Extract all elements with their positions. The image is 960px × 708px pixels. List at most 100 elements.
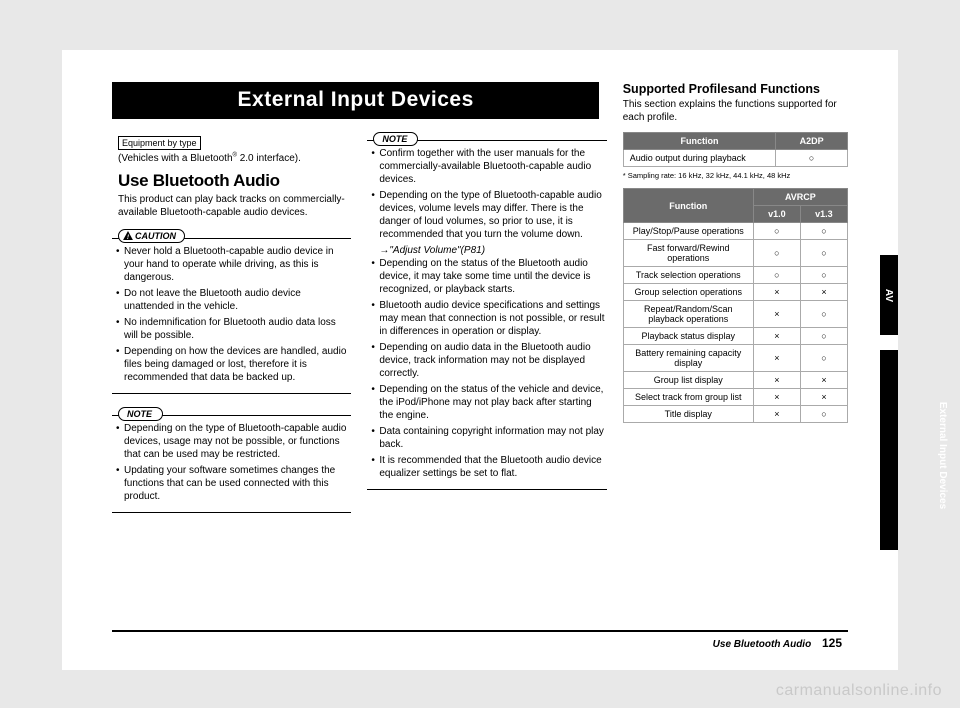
table-cell: × — [753, 372, 800, 389]
t2-sh-v13: v1.3 — [800, 206, 847, 223]
use-bluetooth-heading: Use Bluetooth Audio — [118, 171, 351, 191]
cross-reference: →"Adjust Volume"(P81) — [369, 244, 604, 257]
page-footer: Use Bluetooth Audio 125 — [713, 636, 842, 650]
table-cell: ○ — [800, 301, 847, 328]
column-2: NOTE Confirm together with the user manu… — [367, 82, 606, 523]
list-item: Data containing copyright information ma… — [369, 425, 604, 451]
side-tab-external: External Input Devices — [880, 350, 898, 550]
warning-triangle-icon: ! — [123, 231, 133, 240]
list-item: Depending on the type of Bluetooth-capab… — [369, 189, 604, 241]
list-item: Do not leave the Bluetooth audio device … — [114, 287, 349, 313]
table-row: Audio output during playback○ — [623, 150, 847, 167]
list-item: Confirm together with the user manuals f… — [369, 147, 604, 186]
tab-av-text: AV — [884, 288, 895, 301]
table-cell: × — [753, 284, 800, 301]
note-label-1: NOTE — [118, 407, 163, 421]
table-cell: Fast forward/Rewind operations — [623, 240, 753, 267]
table-cell: ○ — [753, 240, 800, 267]
caution-list: Never hold a Bluetooth-capable audio dev… — [114, 245, 349, 384]
content-area: External Input Devices Equipment by type… — [112, 82, 848, 523]
footer-title: Use Bluetooth Audio — [713, 639, 812, 650]
caution-box: Never hold a Bluetooth-capable audio dev… — [112, 238, 351, 394]
note-label-2: NOTE — [373, 132, 418, 146]
table-row: Battery remaining capacity display×○ — [623, 345, 847, 372]
table-row: Track selection operations○○ — [623, 267, 847, 284]
t2-h-avrcp: AVRCP — [753, 189, 847, 206]
list-item: Depending on the status of the Bluetooth… — [369, 257, 604, 296]
supported-text: This section explains the functions supp… — [623, 98, 848, 124]
table-row: Group selection operations×× — [623, 284, 847, 301]
supported-heading: Supported Profilesand Functions — [623, 82, 848, 96]
list-item: It is recommended that the Bluetooth aud… — [369, 454, 604, 480]
list-item: Never hold a Bluetooth-capable audio dev… — [114, 245, 349, 284]
list-item: Depending on audio data in the Bluetooth… — [369, 341, 604, 380]
caution-label: ! CAUTION — [118, 229, 185, 243]
table-cell: Track selection operations — [623, 267, 753, 284]
list-item: Depending on the status of the vehicle a… — [369, 383, 604, 422]
table-cell: Group list display — [623, 372, 753, 389]
t1-h-func: Function — [623, 133, 776, 150]
intro-text: This product can play back tracks on com… — [118, 193, 351, 219]
table-row: Playback status display×○ — [623, 328, 847, 345]
note1-list: Depending on the type of Bluetooth-capab… — [114, 422, 349, 503]
a2dp-table: Function A2DP Audio output during playba… — [623, 132, 848, 167]
note-box-2: Confirm together with the user manuals f… — [367, 140, 606, 490]
column-row: External Input Devices Equipment by type… — [112, 82, 848, 523]
note2-list: Confirm together with the user manuals f… — [369, 147, 604, 480]
table-row: Group list display×× — [623, 372, 847, 389]
list-item: Depending on how the devices are handled… — [114, 345, 349, 384]
tab-ext-text: External Input Devices — [937, 402, 948, 509]
page: External Input Devices Equipment by type… — [62, 50, 898, 670]
table-row: Fast forward/Rewind operations○○ — [623, 240, 847, 267]
equipment-type-label: Equipment by type — [118, 136, 201, 150]
column-1: External Input Devices Equipment by type… — [112, 82, 351, 523]
table-cell: ○ — [800, 267, 847, 284]
table-cell: Battery remaining capacity display — [623, 345, 753, 372]
table-cell: × — [753, 406, 800, 423]
list-item: Depending on the type of Bluetooth-capab… — [114, 422, 349, 461]
table-cell: Title display — [623, 406, 753, 423]
table-cell: × — [753, 345, 800, 372]
veh-pre: (Vehicles with a Bluetooth — [118, 153, 233, 164]
footer-rule — [112, 630, 848, 632]
table-row: Play/Stop/Pause operations○○ — [623, 223, 847, 240]
list-item: Bluetooth audio device specifications an… — [369, 299, 604, 338]
table-cell: Group selection operations — [623, 284, 753, 301]
list-item: Updating your software sometimes changes… — [114, 464, 349, 503]
table-row: Title display×○ — [623, 406, 847, 423]
vehicle-interface-text: (Vehicles with a Bluetooth® 2.0 interfac… — [118, 152, 351, 165]
t2-h-func: Function — [623, 189, 753, 223]
table-cell: × — [753, 301, 800, 328]
note-box-1: Depending on the type of Bluetooth-capab… — [112, 415, 351, 513]
list-item: No indemnification for Bluetooth audio d… — [114, 316, 349, 342]
table-cell: ○ — [776, 150, 848, 167]
note1-wrapper: NOTE Depending on the type of Bluetooth-… — [112, 404, 351, 513]
equipment-block: Equipment by type (Vehicles with a Bluet… — [112, 133, 351, 219]
table-cell: Audio output during playback — [623, 150, 776, 167]
note2-wrapper: NOTE Confirm together with the user manu… — [367, 129, 606, 490]
table-cell: × — [800, 389, 847, 406]
table-cell: ○ — [800, 223, 847, 240]
table-cell: Play/Stop/Pause operations — [623, 223, 753, 240]
table-cell: ○ — [753, 267, 800, 284]
column-3: Supported Profilesand Functions This sec… — [623, 82, 848, 523]
avrcp-table: Function AVRCP v1.0 v1.3 Play/Stop/Pause… — [623, 188, 848, 423]
table-cell: × — [753, 328, 800, 345]
table-cell: × — [753, 389, 800, 406]
col2-spacer — [367, 82, 606, 129]
t1-h-a2dp: A2DP — [776, 133, 848, 150]
table-cell: × — [800, 372, 847, 389]
table-cell: Select track from group list — [623, 389, 753, 406]
side-tab-av: AV — [880, 255, 898, 335]
page-number: 125 — [822, 636, 842, 650]
table-cell: × — [800, 284, 847, 301]
watermark: carmanualsonline.info — [776, 682, 942, 700]
table-cell: Repeat/Random/Scan playback operations — [623, 301, 753, 328]
table-cell: ○ — [800, 406, 847, 423]
veh-post: 2.0 interface). — [237, 153, 301, 164]
sampling-note: * Sampling rate: 16 kHz, 32 kHz, 44.1 kH… — [623, 171, 848, 180]
caution-wrapper: ! CAUTION Never hold a Bluetooth-capable… — [112, 227, 351, 394]
table-row: Repeat/Random/Scan playback operations×○ — [623, 301, 847, 328]
table-cell: ○ — [753, 223, 800, 240]
table-row: Select track from group list×× — [623, 389, 847, 406]
